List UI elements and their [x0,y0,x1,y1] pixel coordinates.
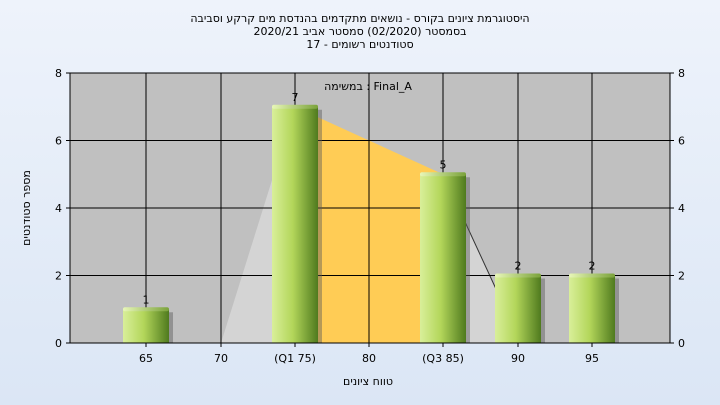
y-tick-label-left: 2 [55,270,62,283]
bar [495,275,541,343]
bar [272,106,318,343]
chart-subtitle: במשימה : Final_A [324,80,412,93]
bar [569,275,615,343]
chart-title-line-2: בסמסטר (02/2020) סמסטר אביב 2020/21 [253,25,466,38]
x-tick-label: (Q1 75) [274,352,316,365]
x-tick-label: 65 [139,352,153,365]
y-tick-label-right: 4 [678,202,685,215]
y-tick-label-right: 8 [678,67,685,80]
x-tick-label: 70 [214,352,228,365]
y-tick-label-left: 6 [55,135,62,148]
data-label: 1 [143,293,150,306]
x-tick-label: 90 [511,352,525,365]
chart-title-line-1: היסטוגרמת ציונים בקורס - נושאים מתקדמים … [190,12,529,25]
y-axis-title: מספר סטודנטים [20,170,33,246]
bar-top [420,172,466,177]
chart-title-line-3: סטודנטים רשומים - 17 [306,38,413,51]
bar-top [123,307,169,312]
data-label: 2 [589,260,596,273]
x-tick-label: (Q3 85) [422,352,464,365]
y-tick-label-left: 4 [55,202,62,215]
y-tick-label-right: 6 [678,135,685,148]
plot-area: 1 7 5 2 2 0 0 2 2 4 4 6 6 8 8 65 70 (Q1 75) 80 (Q3 85) 90 95 [55,67,685,365]
x-tick-label: 80 [362,352,376,365]
bar [123,309,169,343]
x-tick-label: 95 [585,352,599,365]
y-tick-label-right: 2 [678,270,685,283]
y-tick-label-left: 8 [55,67,62,80]
data-label: 7 [292,91,299,104]
data-label: 5 [440,158,447,171]
data-label: 2 [515,260,522,273]
bar-top [569,273,615,278]
x-axis-title: טווח ציונים [343,375,393,388]
y-tick-label-left: 0 [55,337,62,350]
y-tick-label-right: 0 [678,337,685,350]
bar [420,174,466,343]
bar-top [272,104,318,109]
bar-top [495,273,541,278]
